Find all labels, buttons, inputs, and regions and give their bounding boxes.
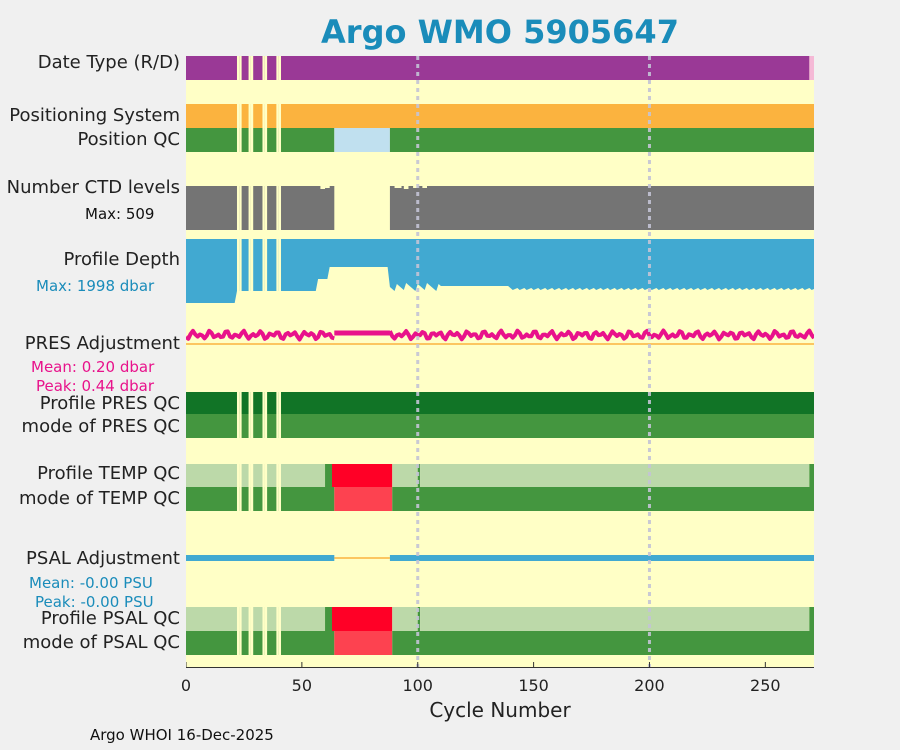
psal-mean-label: Mean: -0.00 PSU bbox=[29, 574, 153, 592]
band-segment-2-1 bbox=[334, 128, 390, 152]
band-segment-2-2 bbox=[389, 128, 814, 152]
ctd-notch-2 bbox=[403, 186, 409, 189]
band-segment-9-1 bbox=[334, 487, 393, 511]
chart-plot-area bbox=[186, 56, 814, 668]
ctd-notch-1 bbox=[394, 186, 402, 188]
ctd-notch-3 bbox=[413, 186, 418, 188]
label-profile-temp-qc: Profile TEMP QC bbox=[37, 463, 180, 484]
x-tick-label-5: 250 bbox=[750, 676, 781, 695]
band-segment-12-1 bbox=[334, 631, 393, 655]
pres-mean-label: Mean: 0.20 dbar bbox=[31, 358, 155, 376]
label-profile-depth: Profile Depth bbox=[63, 249, 180, 270]
label-number-ctd-levels: Number CTD levels bbox=[6, 177, 180, 198]
band-segment-0-0 bbox=[186, 56, 810, 80]
psal-adjustment-series-a bbox=[186, 555, 335, 561]
band-segment-11-6 bbox=[809, 607, 814, 631]
x-tick-label-2: 100 bbox=[402, 676, 433, 695]
band-segment-11-3 bbox=[392, 607, 418, 631]
label-profile-pres-qc: Profile PRES QC bbox=[39, 393, 180, 414]
x-tick-label-0: 0 bbox=[180, 676, 192, 695]
band-segment-11-0 bbox=[186, 607, 326, 631]
label-position-qc: Position QC bbox=[77, 129, 180, 150]
label-data-type: Date Type (R/D) bbox=[37, 52, 180, 73]
band-segment-8-2 bbox=[331, 464, 393, 487]
pres-adjustment-series bbox=[186, 328, 814, 342]
ctd-band-0 bbox=[186, 186, 335, 230]
band-segment-2-0 bbox=[186, 128, 335, 152]
band-segment-8-0 bbox=[186, 464, 326, 487]
band-segment-6-0 bbox=[186, 392, 814, 414]
band-segment-11-5 bbox=[420, 607, 810, 631]
missing-cycle-gap-2 bbox=[248, 56, 251, 668]
missing-cycle-gap-0 bbox=[236, 56, 240, 668]
ctd-band-1 bbox=[389, 186, 814, 230]
band-segment-8-5 bbox=[420, 464, 810, 487]
band-segment-8-3 bbox=[392, 464, 418, 487]
label-mode-temp-qc: mode of TEMP QC bbox=[18, 488, 180, 509]
label-profile-psal-qc: Profile PSAL QC bbox=[40, 608, 180, 629]
label-positioning-system: Positioning System bbox=[9, 105, 180, 126]
band-segment-11-2 bbox=[331, 607, 393, 631]
band-segment-0-1 bbox=[809, 56, 814, 80]
label-pres-adjustment: PRES Adjustment bbox=[24, 333, 180, 354]
missing-cycle-gap-5 bbox=[264, 56, 268, 668]
x-tick-label-4: 200 bbox=[634, 676, 665, 695]
band-segment-1-0 bbox=[186, 104, 814, 128]
x-axis-title: Cycle Number bbox=[429, 698, 571, 722]
profile-depth-area bbox=[186, 239, 814, 303]
band-segment-12-2 bbox=[392, 631, 814, 655]
missing-cycle-gap-1 bbox=[239, 56, 242, 668]
label-mode-psal-qc: mode of PSAL QC bbox=[22, 632, 180, 653]
missing-cycle-gap-6 bbox=[276, 56, 279, 668]
band-segment-7-0 bbox=[186, 414, 814, 438]
ctd-max-label: Max: 509 bbox=[85, 205, 155, 223]
band-segment-8-6 bbox=[809, 464, 814, 487]
psal-peak-label: Peak: -0.00 PSU bbox=[35, 593, 154, 611]
chart-title: Argo WMO 5905647 bbox=[321, 13, 679, 51]
missing-cycle-gap-4 bbox=[262, 56, 265, 668]
missing-cycle-gap-7 bbox=[278, 56, 282, 668]
x-tick-label-1: 50 bbox=[291, 676, 313, 695]
pres-peak-label: Peak: 0.44 dbar bbox=[36, 377, 155, 395]
label-psal-adjustment: PSAL Adjustment bbox=[25, 548, 180, 569]
band-segment-8-1 bbox=[325, 464, 332, 487]
ctd-notch-4 bbox=[422, 186, 428, 188]
band-segment-9-2 bbox=[392, 487, 814, 511]
depth-max-label: Max: 1998 dbar bbox=[36, 277, 155, 295]
footer-credit: Argo WHOI 16-Dec-2025 bbox=[90, 726, 274, 744]
band-segment-12-0 bbox=[186, 631, 335, 655]
x-tick-label-3: 150 bbox=[518, 676, 549, 695]
ctd-notch-5 bbox=[325, 186, 330, 188]
missing-cycle-gap-3 bbox=[250, 56, 254, 668]
ctd-notch-0 bbox=[320, 186, 326, 189]
profile-depth-top bbox=[186, 239, 814, 249]
band-segment-9-0 bbox=[186, 487, 335, 511]
label-mode-pres-qc: mode of PRES QC bbox=[21, 416, 180, 437]
psal-adjustment-series-b bbox=[389, 555, 814, 561]
plot-background bbox=[186, 56, 814, 668]
band-segment-11-1 bbox=[325, 607, 332, 631]
